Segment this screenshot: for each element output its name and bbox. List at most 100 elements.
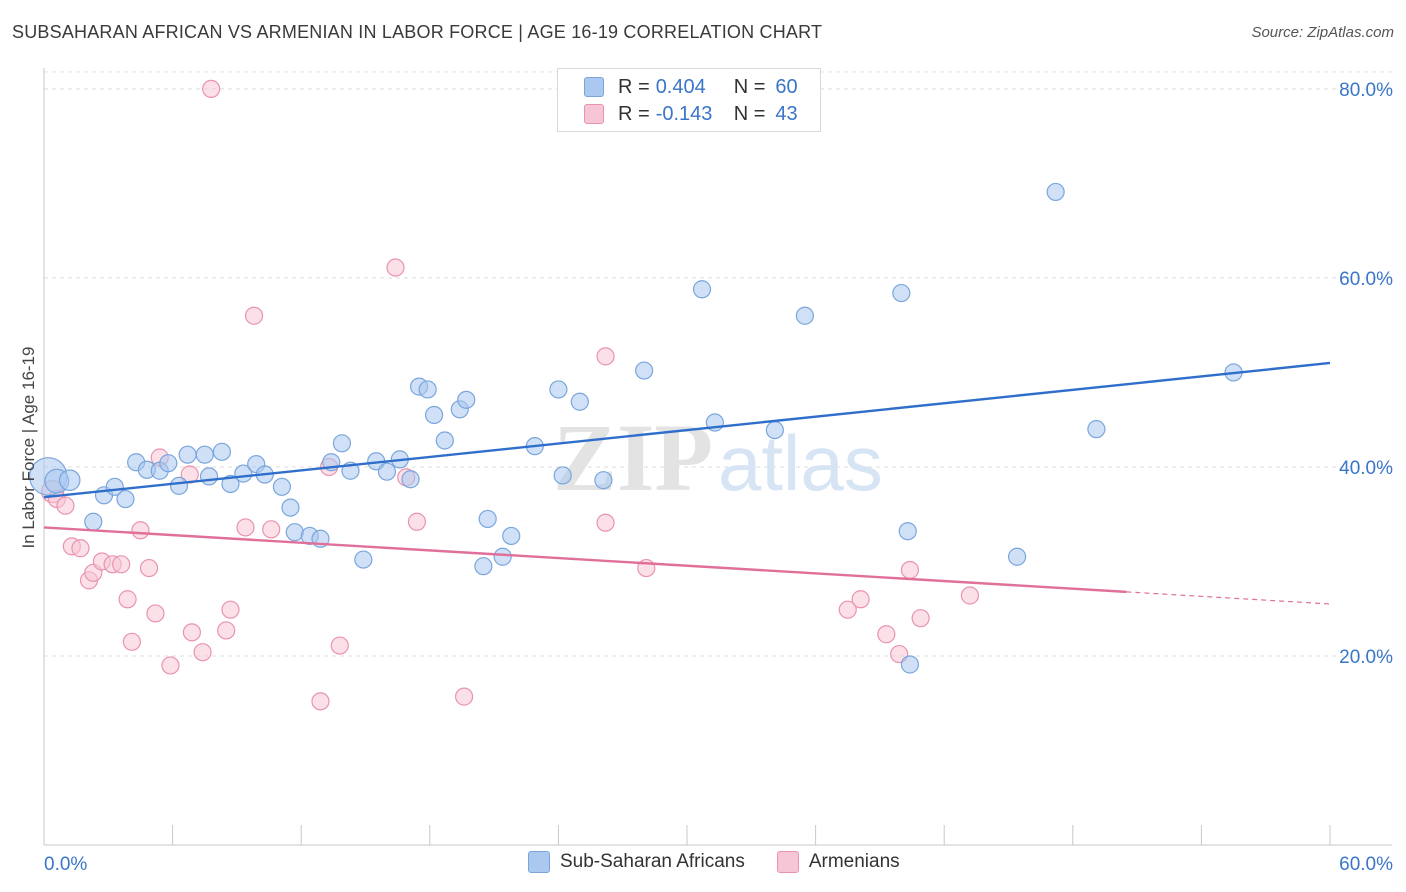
legend-item-armenians[interactable]: Armenians xyxy=(776,851,900,873)
point-armenian xyxy=(851,590,870,609)
legend-item-sub-saharan-africans[interactable]: Sub-Saharan Africans xyxy=(528,851,745,873)
stats-n-label: N = xyxy=(733,102,766,125)
trend-line-sub-saharan xyxy=(43,361,1331,499)
point-armenian xyxy=(202,79,221,99)
point-armenian xyxy=(877,625,896,644)
legend-label: Sub-Saharan Africans xyxy=(560,851,745,872)
point-armenian xyxy=(407,512,427,531)
point-sub-saharan xyxy=(272,477,292,496)
point-sub-saharan xyxy=(553,466,572,485)
y-tick-label: 40.0% xyxy=(1339,458,1393,479)
y-tick-label: 80.0% xyxy=(1339,80,1393,101)
stats-n-label: N = xyxy=(733,75,766,98)
stats-r-label: R = xyxy=(618,102,650,125)
point-sub-saharan xyxy=(354,550,373,569)
trend-line-armenian xyxy=(43,526,1127,594)
point-armenian xyxy=(262,520,281,539)
point-sub-saharan xyxy=(281,498,300,517)
point-sub-saharan xyxy=(377,462,397,481)
axis-labels: 20.0% 40.0% 60.0% 80.0% 0.0% 60.0% In Labor Fo… xyxy=(19,80,1393,875)
watermark-zip: ZIP xyxy=(553,404,713,511)
point-sub-saharan xyxy=(178,445,197,464)
point-sub-saharan xyxy=(692,280,712,299)
point-armenian xyxy=(911,609,930,628)
point-armenian xyxy=(217,621,236,640)
watermark: ZIP atlas xyxy=(553,404,883,511)
point-sub-saharan xyxy=(424,405,444,425)
point-sub-saharan xyxy=(478,509,497,529)
y-tick-label: 60.0% xyxy=(1339,269,1393,290)
legend-swatch-pink xyxy=(776,851,799,873)
point-armenian xyxy=(838,600,857,619)
point-sub-saharan xyxy=(435,431,454,450)
point-sub-saharan xyxy=(457,390,476,409)
point-sub-saharan xyxy=(1007,547,1027,566)
point-sub-saharan xyxy=(795,306,814,325)
point-armenian xyxy=(236,518,255,537)
point-armenian xyxy=(122,632,141,651)
point-armenian xyxy=(182,623,201,642)
stats-r-value: 0.404 xyxy=(655,75,706,98)
point-sub-saharan xyxy=(765,420,784,440)
point-sub-saharan xyxy=(549,380,568,399)
y-axis-label: In Labor Force | Age 16-19 xyxy=(19,347,38,549)
point-armenian xyxy=(118,590,137,609)
x-tick-label-left: 0.0% xyxy=(44,854,87,875)
point-sub-saharan xyxy=(159,454,178,473)
point-sub-saharan xyxy=(900,655,920,674)
point-armenian xyxy=(596,347,615,366)
point-armenian xyxy=(71,539,90,558)
stats-row-blue: R = 0.404 N = 60 xyxy=(584,74,798,100)
point-sub-saharan xyxy=(332,434,352,453)
point-armenian xyxy=(311,692,330,711)
point-sub-saharan xyxy=(1046,182,1065,202)
point-sub-saharan xyxy=(474,557,493,576)
point-sub-saharan xyxy=(493,547,512,566)
series-armenians xyxy=(40,79,980,711)
point-armenian xyxy=(139,558,159,578)
point-sub-saharan xyxy=(594,471,613,490)
stats-n-value: 43 xyxy=(775,102,798,125)
point-armenian xyxy=(900,560,920,580)
point-sub-saharan xyxy=(285,523,304,542)
stats-swatch-pink xyxy=(584,104,604,124)
stats-r-label: R = xyxy=(618,75,650,98)
point-armenian xyxy=(221,600,240,619)
point-sub-saharan xyxy=(116,489,135,509)
point-sub-saharan xyxy=(212,442,231,461)
legend-label: Armenians xyxy=(808,851,900,872)
point-sub-saharan xyxy=(418,380,437,399)
point-sub-saharan xyxy=(898,522,917,541)
trend-lines xyxy=(43,361,1331,605)
stats-row-pink: R = -0.143 N = 43 xyxy=(584,101,798,127)
legend-swatch-blue xyxy=(528,851,550,873)
axes xyxy=(43,68,1392,846)
point-armenian xyxy=(960,586,980,605)
point-sub-saharan xyxy=(199,467,219,486)
point-armenian xyxy=(146,604,165,623)
trend-line-extension xyxy=(1126,591,1331,605)
stats-legend: R = 0.404 N = 60 R = -0.143 N = 43 xyxy=(557,68,821,132)
point-sub-saharan xyxy=(221,474,240,494)
y-tick-label: 20.0% xyxy=(1339,647,1393,668)
point-sub-saharan xyxy=(58,469,81,491)
point-armenian xyxy=(596,513,615,532)
point-sub-saharan xyxy=(502,526,521,546)
point-armenian xyxy=(244,306,264,325)
point-armenian xyxy=(330,636,349,655)
point-sub-saharan xyxy=(169,476,189,495)
point-armenian xyxy=(454,687,474,706)
point-sub-saharan xyxy=(195,445,214,464)
point-armenian xyxy=(56,496,75,515)
point-sub-saharan xyxy=(570,392,589,411)
source-label: Source: ZipAtlas.com xyxy=(1251,24,1394,41)
point-armenian xyxy=(131,521,150,540)
watermark-atlas: atlas xyxy=(718,419,883,507)
point-sub-saharan xyxy=(401,470,420,489)
point-sub-saharan xyxy=(1087,420,1106,439)
point-sub-saharan xyxy=(892,283,911,303)
point-armenian xyxy=(386,258,405,277)
stats-r-value: -0.143 xyxy=(655,102,713,125)
point-armenian xyxy=(161,656,180,675)
